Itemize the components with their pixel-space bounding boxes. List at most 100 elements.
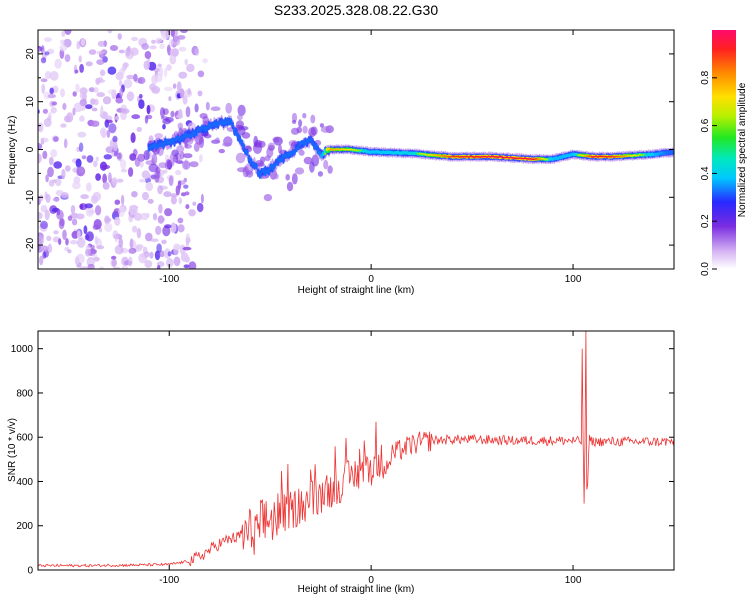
noise-blob <box>161 239 167 245</box>
ridge-halo <box>286 181 294 192</box>
noise-blob <box>102 182 110 190</box>
ridge-cell <box>194 131 198 137</box>
ridge-cell <box>274 162 278 166</box>
noise-blob <box>61 168 66 180</box>
noise-blob <box>117 33 122 40</box>
noise-blob <box>46 235 52 241</box>
noise-blob <box>49 87 54 95</box>
noise-blob <box>120 194 125 206</box>
ridge-cell <box>236 133 240 138</box>
noise-blob <box>126 74 135 80</box>
spectrogram-xlabel: Height of straight line (km) <box>298 285 415 296</box>
noise-blob <box>99 266 105 269</box>
noise-blob <box>118 206 125 217</box>
noise-blob <box>102 173 107 184</box>
spectrogram-ylabel: Frequency (Hz) <box>7 116 18 185</box>
noise-blob <box>164 67 168 78</box>
y-tick-label: 0 <box>27 566 33 577</box>
noise-blob <box>178 46 187 52</box>
ridge-halo <box>319 123 324 128</box>
noise-blob <box>40 78 48 83</box>
colorbar-label: Normalized spectral amplitude <box>737 82 748 217</box>
noise-blob <box>135 244 144 250</box>
noise-blob <box>84 203 93 209</box>
noise-blob <box>167 251 172 257</box>
noise-blob <box>151 74 158 85</box>
noise-blob <box>59 44 68 52</box>
noise-blob <box>81 155 87 160</box>
noise-blob <box>98 76 103 82</box>
ridge-halo <box>148 163 159 173</box>
noise-blob <box>47 166 54 178</box>
figure-title: S233.2025.328.08.22.G30 <box>274 2 438 18</box>
noise-blob <box>104 222 113 233</box>
noise-blob <box>106 129 111 138</box>
noise-blob <box>149 45 157 50</box>
noise-blob <box>138 99 145 109</box>
noise-blob <box>140 253 150 258</box>
noise-blob <box>121 265 128 269</box>
noise-blob <box>168 175 174 186</box>
noise-blob <box>170 193 178 198</box>
colorbar: 0.0 0.2 0.4 0.6 0.8 Normalized spectral ampl… <box>700 30 748 276</box>
noise-blob <box>76 166 86 177</box>
noise-blob <box>67 249 72 254</box>
noise-blob <box>93 160 98 168</box>
x-tick-label: 0 <box>368 575 374 586</box>
noise-blob <box>144 51 152 59</box>
ridge-halo <box>291 127 300 135</box>
noise-blob <box>102 96 112 105</box>
noise-blob <box>184 58 188 66</box>
noise-blob <box>54 58 62 69</box>
noise-blob <box>199 154 203 163</box>
noise-blob <box>133 73 138 82</box>
ridge-halo <box>198 136 205 149</box>
ridge-halo <box>164 161 171 170</box>
noise-blob <box>95 205 102 216</box>
snr-frame <box>38 331 674 570</box>
noise-blob <box>38 125 42 132</box>
noise-blob <box>40 204 48 213</box>
noise-blob <box>55 178 62 187</box>
noise-blob <box>90 98 96 105</box>
noise-blob <box>60 88 65 98</box>
noise-blob <box>87 259 96 264</box>
spectrogram-noise <box>38 30 209 269</box>
noise-blob <box>58 219 65 230</box>
ridge-cell <box>322 151 325 156</box>
noise-blob <box>43 118 52 128</box>
noise-blob <box>152 213 158 221</box>
noise-blob <box>128 205 138 216</box>
noise-blob <box>177 217 184 224</box>
noise-blob <box>42 251 47 259</box>
noise-blob <box>118 49 125 54</box>
noise-blob <box>72 181 81 190</box>
noise-blob <box>159 43 165 50</box>
noise-blob <box>176 114 183 119</box>
noise-blob <box>173 256 181 267</box>
ridge-halo <box>189 161 199 168</box>
noise-blob <box>131 191 138 198</box>
noise-blob <box>60 123 67 128</box>
noise-blob <box>168 39 174 47</box>
noise-blob <box>60 39 65 45</box>
noise-blob <box>72 107 76 116</box>
ridge-halo <box>264 155 271 162</box>
ridge-halo <box>170 110 175 118</box>
noise-blob <box>166 64 172 71</box>
noise-blob <box>156 243 162 253</box>
y-tick-label: 400 <box>16 477 33 488</box>
ridge-halo <box>263 194 273 202</box>
noise-blob <box>120 168 128 173</box>
noise-blob <box>79 63 84 73</box>
noise-blob <box>197 90 203 97</box>
noise-blob <box>61 30 66 37</box>
noise-blob <box>115 72 124 81</box>
noise-blob <box>155 37 163 43</box>
noise-blob <box>149 251 154 259</box>
noise-blob <box>49 71 59 81</box>
noise-blob <box>139 178 146 183</box>
noise-blob <box>91 244 95 251</box>
noise-blob <box>108 123 117 134</box>
noise-blob <box>147 198 154 204</box>
